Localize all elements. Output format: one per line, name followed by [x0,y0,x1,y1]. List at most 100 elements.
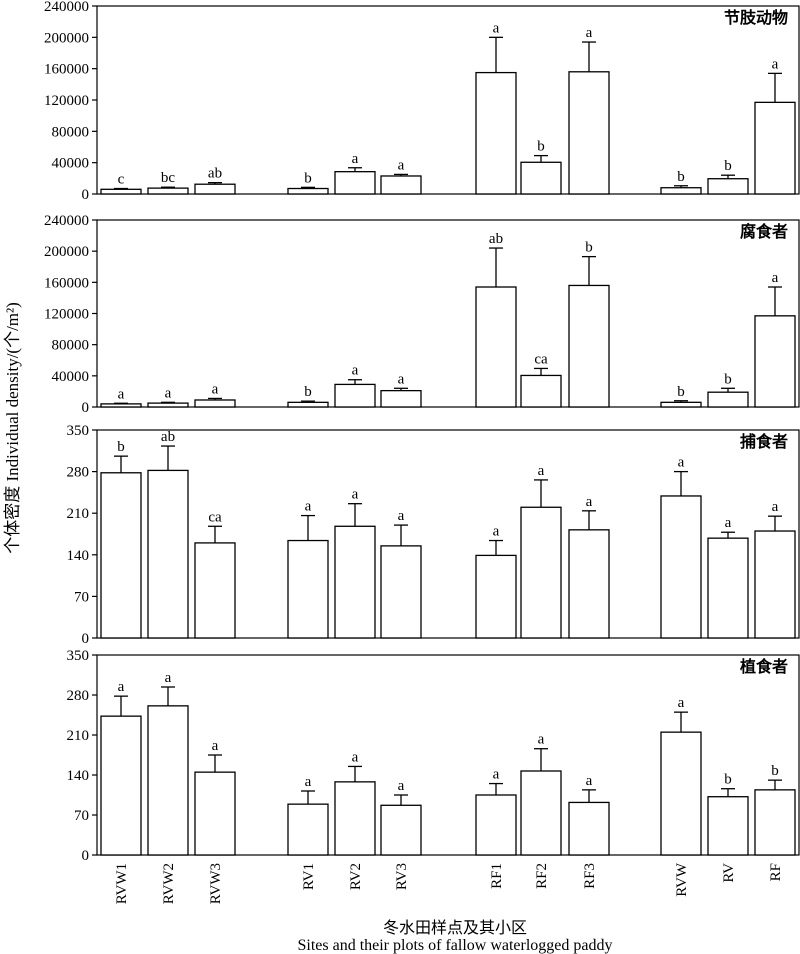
x-tick-label: RF3 [582,863,598,889]
significance-letter: a [772,499,779,515]
y-tick-label: 200000 [44,244,89,260]
significance-letter: a [538,732,545,748]
bar [754,101,796,195]
x-tick-label: RVW3 [208,863,224,904]
bar [475,286,517,408]
bar [287,803,329,856]
y-tick-label: 80000 [52,338,90,354]
significance-letter: a [538,463,545,479]
significance-letter: a [398,157,405,173]
significance-letter: a [493,20,500,36]
bar [754,315,796,408]
significance-letter: a [398,508,405,524]
y-tick-label: 240000 [44,0,89,15]
bar [147,187,189,195]
y-tick-label: 0 [82,187,90,203]
significance-letter: a [586,494,593,510]
significance-letter: a [118,679,125,695]
panel-frame [96,429,800,639]
bar [380,804,422,856]
bar [380,175,422,195]
significance-letter: b [304,384,312,400]
bar [147,402,189,408]
significance-letter: a [212,738,219,754]
bar [475,794,517,856]
bar [475,554,517,639]
significance-letter: a [772,56,779,72]
bar [660,401,702,408]
bar [568,284,610,408]
y-tick-label: 210 [67,728,90,744]
x-tick-label: RVW1 [114,863,130,904]
y-tick-label: 240000 [44,213,89,229]
bar [100,403,142,408]
y-tick-label: 200000 [44,30,89,46]
y-tick-label: 0 [82,631,90,647]
bar [754,789,796,856]
significance-letter: b [724,371,732,387]
significance-letter: a [305,499,312,515]
panel-frame [96,654,800,856]
y-tick-label: 140 [67,768,90,784]
bar [475,71,517,195]
bar [147,469,189,639]
significance-letter: a [165,670,172,686]
y-tick-label: 40000 [52,156,90,172]
significance-letter: a [398,371,405,387]
chart-panel-1: 0 40000 80000 120000 160000 200000 240000 节肢动物 c… [44,0,800,203]
bar [520,374,562,408]
significance-letter: a [352,363,359,379]
panels-group: 0 40000 80000 120000 160000 200000 240000 节肢动物 c… [44,0,800,864]
y-tick-label: 80000 [52,124,90,140]
panel-frame [96,219,800,408]
significance-letter: ab [161,429,175,445]
chart-panel-4: 0 70 140 210 280 350 植食者 a a a a a a a a a a b b [67,648,800,864]
bar [334,171,376,195]
x-tick-label: RV [721,863,737,883]
x-category-labels: RVW1 RVW2 RVW3 RV1 RV2 RV3 RF1 RF2 RF3 RVW RV RF [114,862,784,904]
bar [568,529,610,639]
significance-letter: a [493,767,500,783]
significance-letter: ca [208,509,222,525]
y-tick-label: 70 [74,808,89,824]
significance-letter: a [586,773,593,789]
bar [380,389,422,408]
significance-letter: a [678,695,685,711]
bar [100,472,142,639]
y-tick-label: 160000 [44,275,89,291]
bar [520,161,562,195]
y-tick-label: 160000 [44,62,89,78]
significance-letter: b [677,169,685,185]
bar [707,178,749,195]
panel-frame [96,5,800,195]
y-tick-label: 40000 [52,369,90,385]
bar [520,506,562,639]
x-tick-label: RV3 [394,863,410,890]
y-tick-label: 70 [74,589,89,605]
significance-letter: b [304,170,312,186]
bar [194,771,236,856]
y-tick-label: 280 [67,688,90,704]
significance-letter: a [212,381,219,397]
x-tick-label: RV2 [348,863,364,890]
y-tick-label: 210 [67,506,90,522]
x-tick-label: RF1 [489,863,505,889]
y-tick-label: 140 [67,548,90,564]
panel-title: 节肢动物 [724,8,788,27]
x-tick-label: RF2 [534,863,550,889]
bar [334,525,376,639]
y-tick-label: 0 [82,400,90,416]
bar [707,537,749,639]
significance-letter: a [352,749,359,765]
y-tick-label: 120000 [44,307,89,323]
bar [380,545,422,639]
y-tick-label: 350 [67,423,90,439]
significance-letter: a [305,774,312,790]
bar [287,401,329,408]
significance-letter: ab [489,231,503,247]
bar [100,188,142,195]
significance-letter: bc [161,170,176,186]
bar [100,715,142,856]
bar [287,187,329,195]
